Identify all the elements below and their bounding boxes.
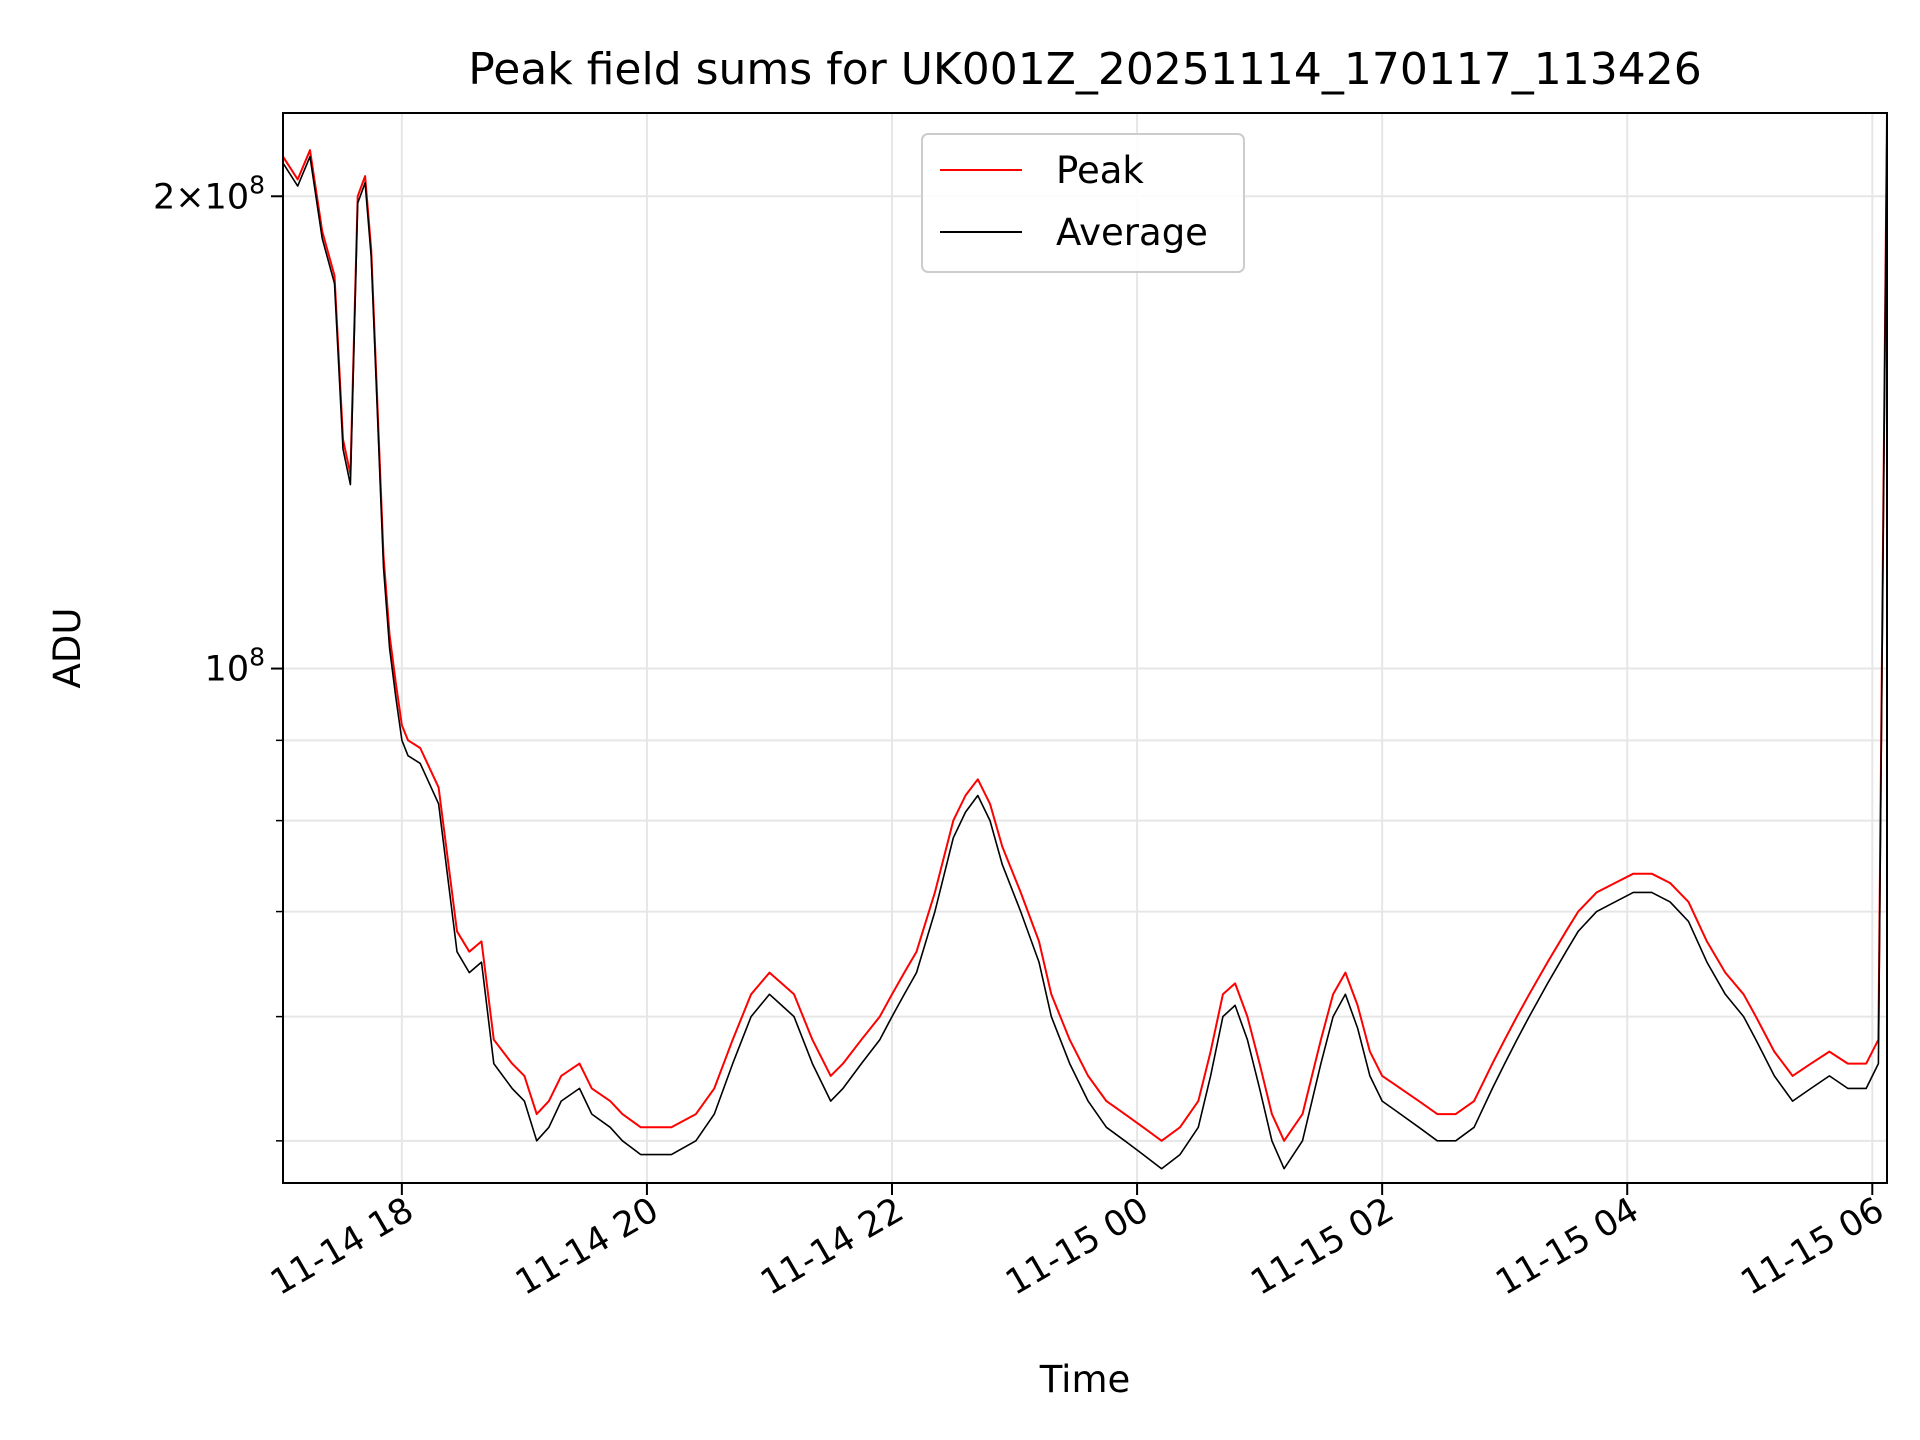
- series-line-peak: [283, 113, 1887, 1142]
- y-tick-base: 10: [205, 650, 250, 690]
- chart-title: Peak field sums for UK001Z_20251114_1701…: [468, 44, 1702, 95]
- y-tick-label: 108: [205, 643, 265, 690]
- y-axis-title: ADU: [46, 608, 89, 689]
- x-axis-title: Time: [1039, 1358, 1131, 1401]
- legend: Peak Average: [921, 133, 1245, 273]
- legend-box: [921, 133, 1245, 273]
- y-tick-exp: 8: [249, 170, 265, 199]
- y-tick-label: 2×108: [153, 170, 265, 217]
- y-tick-coef: 2×: [153, 177, 205, 217]
- series-layer: [283, 113, 1887, 1170]
- series-line-average: [283, 119, 1887, 1170]
- y-tick-exp: 8: [249, 643, 265, 672]
- y-tick-base: 10: [205, 177, 250, 217]
- legend-label-average: Average: [1056, 211, 1208, 254]
- legend-label-peak: Peak: [1056, 149, 1144, 192]
- plot-frame: [282, 112, 1888, 1184]
